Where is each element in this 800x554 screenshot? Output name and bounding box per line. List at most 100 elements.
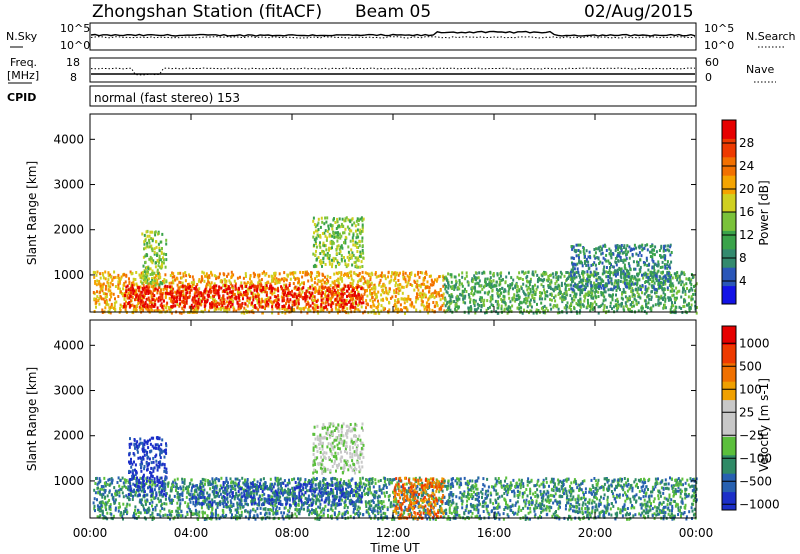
range-cell (139, 275, 142, 279)
range-cell (360, 277, 363, 281)
range-cell (264, 282, 267, 285)
range-cell (331, 265, 333, 269)
range-cell (92, 291, 95, 294)
range-cell (147, 479, 150, 483)
range-cell (458, 273, 460, 277)
range-cell (335, 231, 338, 235)
range-cell (194, 291, 197, 295)
range-cell (98, 290, 101, 294)
range-cell (339, 236, 342, 240)
range-cell (659, 301, 662, 305)
range-cell (625, 278, 628, 282)
range-cell (325, 220, 328, 224)
range-cell (144, 260, 147, 264)
range-cell (579, 275, 581, 279)
range-cell (543, 272, 546, 276)
range-cell (356, 228, 359, 232)
range-cell (123, 273, 126, 277)
range-cell (338, 309, 341, 313)
range-cell (625, 252, 628, 256)
range-cell (295, 300, 297, 303)
range-cell (637, 294, 640, 298)
range-cell (154, 287, 157, 291)
range-cell (341, 217, 344, 221)
range-cell (458, 281, 461, 285)
range-cell (565, 307, 568, 311)
range-cell (321, 264, 323, 268)
range-cell (404, 297, 407, 301)
range-cell (479, 290, 482, 294)
range-cell (336, 284, 339, 288)
range-cell (98, 515, 101, 519)
range-cell (544, 309, 546, 313)
range-cell (500, 297, 503, 301)
range-cell (582, 276, 585, 280)
range-cell (104, 490, 107, 494)
range-cell (315, 249, 317, 253)
range-cell (624, 295, 627, 299)
range-cell (449, 298, 452, 302)
range-cell (345, 302, 348, 306)
range-cell (636, 291, 639, 294)
range-cell (507, 290, 510, 294)
range-cell (444, 304, 447, 308)
range-cell (155, 245, 158, 249)
range-cell (270, 286, 273, 290)
range-cell (597, 305, 600, 309)
range-cell (336, 220, 339, 224)
range-cell (109, 285, 112, 289)
range-cell (177, 286, 180, 290)
range-cell (554, 294, 557, 298)
range-cell (98, 501, 101, 505)
range-cell (385, 291, 388, 295)
range-cell (420, 296, 423, 300)
range-cell (480, 304, 483, 307)
range-cell (343, 219, 346, 223)
range-cell (134, 292, 137, 296)
range-cell (317, 221, 320, 225)
range-cell (159, 275, 162, 279)
range-cell (477, 290, 480, 294)
range-cell (142, 304, 144, 308)
range-cell (438, 275, 441, 279)
range-cell (333, 232, 335, 236)
range-cell (444, 287, 447, 291)
range-cell (319, 309, 322, 313)
range-cell (378, 495, 381, 499)
range-cell (195, 304, 198, 308)
range-cell (353, 261, 356, 265)
nsky-frame (89, 22, 697, 51)
range-cell (355, 273, 358, 277)
range-cell (547, 279, 550, 283)
range-cell (267, 304, 270, 308)
range-cell (361, 295, 364, 299)
range-cell (648, 282, 651, 286)
range-cell (213, 282, 216, 286)
range-cell (187, 283, 189, 286)
range-cell (251, 301, 254, 305)
range-cell (555, 276, 558, 280)
range-cell (344, 309, 346, 313)
range-cell (349, 305, 352, 309)
range-cell (150, 290, 153, 294)
range-cell (370, 291, 373, 295)
range-cell (584, 279, 587, 282)
range-cell (555, 279, 558, 283)
range-cell (378, 489, 381, 492)
range-cell (645, 311, 648, 315)
range-cell (486, 291, 489, 295)
range-cell (336, 261, 339, 265)
range-cell (158, 273, 161, 276)
range-cell (140, 274, 143, 278)
range-cell (161, 282, 164, 286)
range-cell (357, 292, 360, 296)
range-cell (158, 254, 161, 258)
range-cell (320, 300, 323, 304)
range-cell (572, 245, 575, 249)
range-cell (573, 276, 576, 280)
range-cell (373, 298, 376, 302)
range-cell (564, 296, 567, 300)
range-cell (333, 279, 336, 283)
range-cell (550, 307, 553, 311)
range-cell (673, 272, 676, 276)
